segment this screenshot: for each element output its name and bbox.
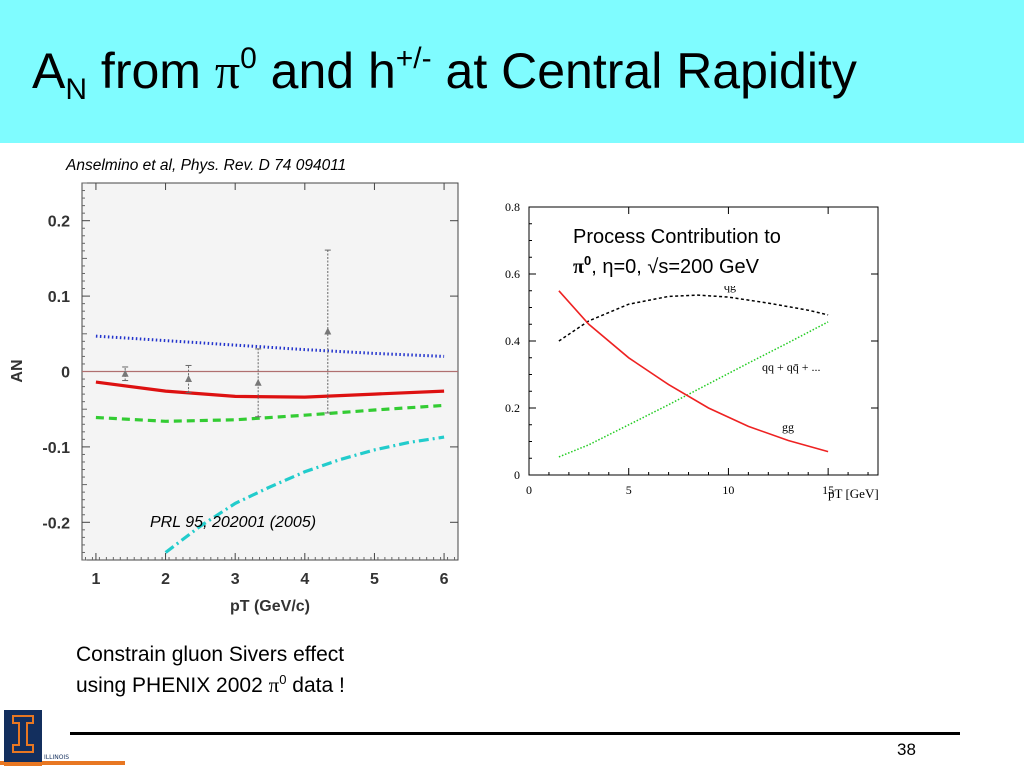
data-point xyxy=(121,369,129,377)
footer-divider xyxy=(70,732,960,735)
series-line xyxy=(558,321,829,458)
slide-title: AN from π0 and h+/- at Central Rapidity xyxy=(32,42,857,106)
y-tick-label: 0.6 xyxy=(505,267,520,281)
x-tick-label: 1 xyxy=(91,571,100,588)
y-tick-label: 0.2 xyxy=(48,214,70,231)
caption-line-1: Constrain gluon Sivers effect xyxy=(76,643,345,666)
y-tick-label: 0 xyxy=(61,365,70,382)
curve-dashed xyxy=(95,403,445,423)
block-i-icon xyxy=(12,715,34,753)
y-axis-label: AN xyxy=(9,359,26,382)
y-tick-label: -0.1 xyxy=(42,440,70,457)
an-vs-pt-chart: 1 2 3 4 5 6 -0.2 -0.1 0 0.1 0.2 PRL 95, 202001 (200… xyxy=(9,182,459,615)
curve-solid xyxy=(95,380,445,399)
logo-accent-bar xyxy=(0,761,125,765)
data-point xyxy=(185,375,193,383)
y-tick-label: 0.4 xyxy=(505,334,520,348)
x-tick-label: 0 xyxy=(526,483,532,497)
x-tick-label: 5 xyxy=(370,571,379,588)
x-tick-label: 5 xyxy=(626,483,632,497)
title-band xyxy=(0,0,1024,143)
y-tick-label: 0.8 xyxy=(505,200,520,214)
y-tick-label: 0 xyxy=(514,468,520,482)
page-number: 38 xyxy=(897,740,916,759)
title-backing xyxy=(570,220,856,286)
data-point xyxy=(254,378,262,386)
university-logo-icon xyxy=(4,710,42,766)
title-pi-sup: 0 xyxy=(584,253,591,268)
x-tick-label: 3 xyxy=(231,571,240,588)
y-tick-label: 0.1 xyxy=(48,289,70,306)
title-rest: , η=0, √s=200 GeV xyxy=(591,256,759,278)
y-tick-label: 0.2 xyxy=(505,401,520,415)
series-line xyxy=(558,294,829,342)
x-tick-label: 4 xyxy=(300,571,309,588)
x-axis-label: pT (GeV/c) xyxy=(230,598,310,615)
x-tick-label: 6 xyxy=(440,571,449,588)
caption: Constrain gluon Sivers effect using PHEN… xyxy=(76,640,345,701)
x-axis-label: pT [GeV] xyxy=(828,486,879,501)
chart-title-line-2: π0, η=0, √s=200 GeV xyxy=(573,253,760,278)
x-tick-label: 15 xyxy=(822,483,834,497)
series-label-gg: gg xyxy=(782,420,794,434)
x-tick-label: 2 xyxy=(161,571,170,588)
caption-line-2: using PHENIX 2002 π0 data ! xyxy=(76,672,345,697)
logo-suffix: ILLINOIS xyxy=(44,754,70,761)
y-tick-label: -0.2 xyxy=(42,515,70,532)
citation: Anselmino et al, Phys. Rev. D 74 094011 xyxy=(66,157,347,174)
x-tick-label: 10 xyxy=(722,483,734,497)
series-line xyxy=(558,290,829,453)
curve-dashdot xyxy=(164,435,445,554)
chart-title-line-1: Process Contribution to xyxy=(573,226,781,248)
title-pi: π xyxy=(573,256,584,278)
series-label-qq: qq + qq̄ + ... xyxy=(762,360,821,374)
annotation-reference: PRL 95, 202001 (2005) xyxy=(150,514,316,531)
data-point xyxy=(324,327,332,335)
